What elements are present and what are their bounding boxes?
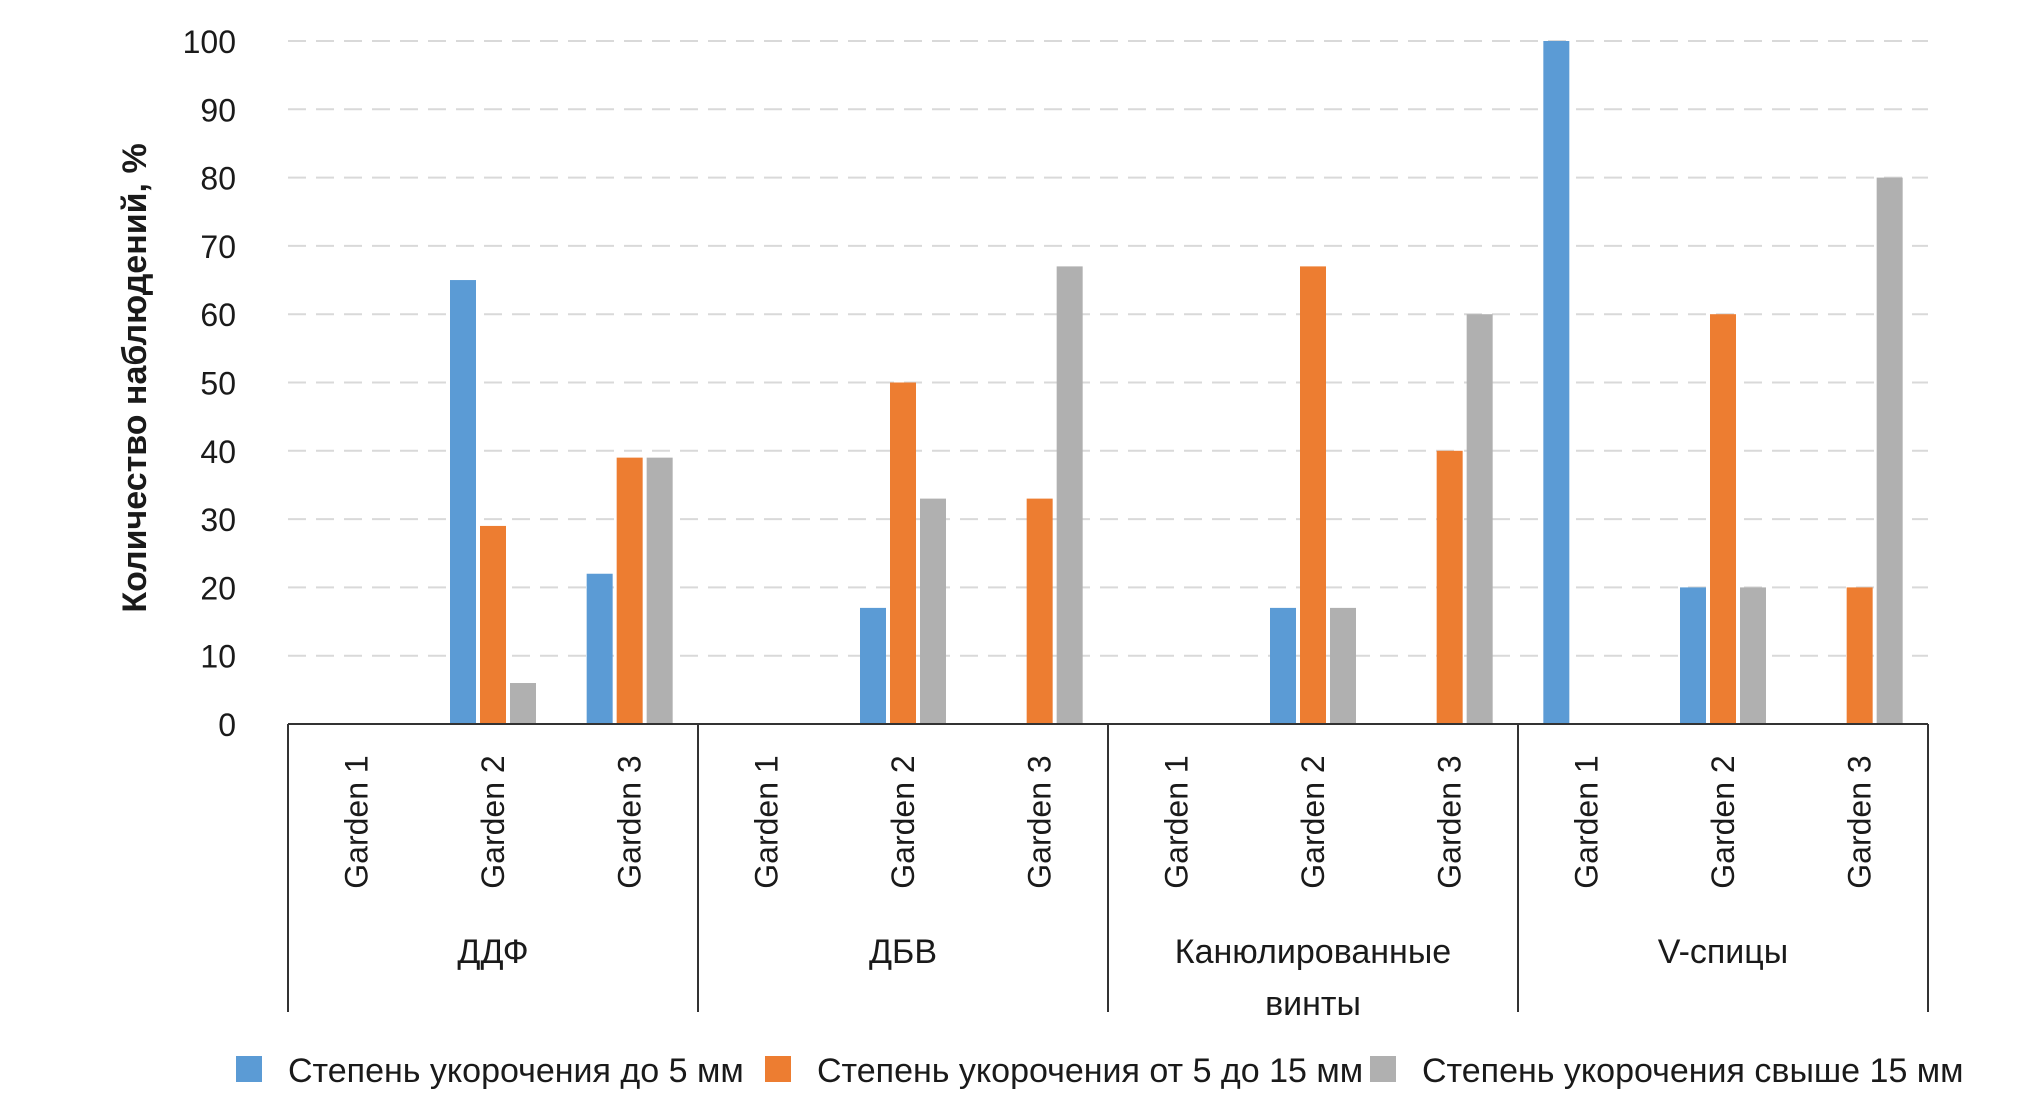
y-axis-ticks: 0 10 20 30 40 50 60 70 80 90 100 bbox=[183, 24, 236, 743]
x-tick-label: Garden 2 bbox=[885, 755, 921, 888]
bar bbox=[510, 683, 536, 724]
x-tick-label: Garden 1 bbox=[1158, 755, 1194, 888]
x-tick-label: Garden 2 bbox=[1295, 755, 1331, 888]
bar bbox=[480, 525, 506, 724]
bar bbox=[1300, 266, 1326, 724]
legend: Степень укорочения до 5 мм Степень укороч… bbox=[236, 1052, 1964, 1090]
bar bbox=[586, 573, 613, 724]
y-tick-label: 20 bbox=[200, 570, 236, 606]
y-tick-label: 40 bbox=[200, 434, 236, 470]
x-tick-label: Garden 1 bbox=[1568, 755, 1604, 888]
bar bbox=[1543, 41, 1570, 724]
x-tick-label: Garden 2 bbox=[475, 755, 511, 888]
x-tick-label: Garden 1 bbox=[748, 755, 784, 888]
bar bbox=[1710, 314, 1736, 724]
x-axis: Garden 1 Garden 2 Garden 3 ДДФ Garden 1 Garde… bbox=[287, 723, 1929, 1023]
legend-label: Степень укорочения свыше 15 мм bbox=[1422, 1052, 1964, 1090]
y-tick-label: 100 bbox=[183, 24, 236, 60]
legend-label: Степень укорочения до 5 мм bbox=[288, 1052, 744, 1090]
bar bbox=[1740, 587, 1766, 724]
y-axis-title: Количество наблюдений, % bbox=[116, 143, 154, 612]
bar bbox=[1876, 177, 1903, 725]
x-tick-label: Garden 1 bbox=[338, 755, 374, 888]
legend-swatch bbox=[765, 1056, 791, 1082]
y-tick-label: 50 bbox=[200, 366, 236, 402]
bar bbox=[450, 280, 476, 724]
bar bbox=[616, 457, 643, 724]
group-label: Канюлированные винты bbox=[1175, 933, 1451, 1023]
bar bbox=[860, 607, 886, 724]
bar bbox=[646, 457, 673, 724]
y-tick-label: 0 bbox=[218, 707, 236, 743]
bar bbox=[1270, 607, 1296, 724]
group-label: ДДФ bbox=[457, 933, 528, 971]
x-tick-label: Garden 3 bbox=[1842, 755, 1878, 888]
y-tick-label: 60 bbox=[200, 297, 236, 333]
y-tick-label: 90 bbox=[200, 92, 236, 128]
bar bbox=[920, 498, 946, 724]
bar bbox=[1026, 498, 1053, 724]
x-tick-label: Garden 2 bbox=[1705, 755, 1741, 888]
y-tick-label: 70 bbox=[200, 229, 236, 265]
x-tick-label: Garden 3 bbox=[1022, 755, 1058, 888]
group-label: ДБВ bbox=[869, 933, 937, 971]
bar bbox=[1436, 450, 1463, 724]
group-label: V-спицы bbox=[1658, 933, 1788, 971]
y-tick-label: 30 bbox=[200, 502, 236, 538]
legend-swatch bbox=[1370, 1056, 1396, 1082]
bar bbox=[1330, 607, 1356, 724]
bar bbox=[1680, 587, 1706, 724]
legend-swatch bbox=[236, 1056, 262, 1082]
gridlines bbox=[288, 40, 1928, 657]
bar bbox=[890, 382, 916, 724]
bars bbox=[450, 41, 1903, 725]
x-tick-label: Garden 3 bbox=[1432, 755, 1468, 888]
bar bbox=[1846, 587, 1873, 724]
bar bbox=[1466, 314, 1493, 724]
y-tick-label: 10 bbox=[200, 639, 236, 675]
bar bbox=[1056, 266, 1083, 724]
legend-label: Степень укорочения от 5 до 15 мм bbox=[817, 1052, 1363, 1090]
y-tick-label: 80 bbox=[200, 161, 236, 197]
x-tick-label: Garden 3 bbox=[612, 755, 648, 888]
